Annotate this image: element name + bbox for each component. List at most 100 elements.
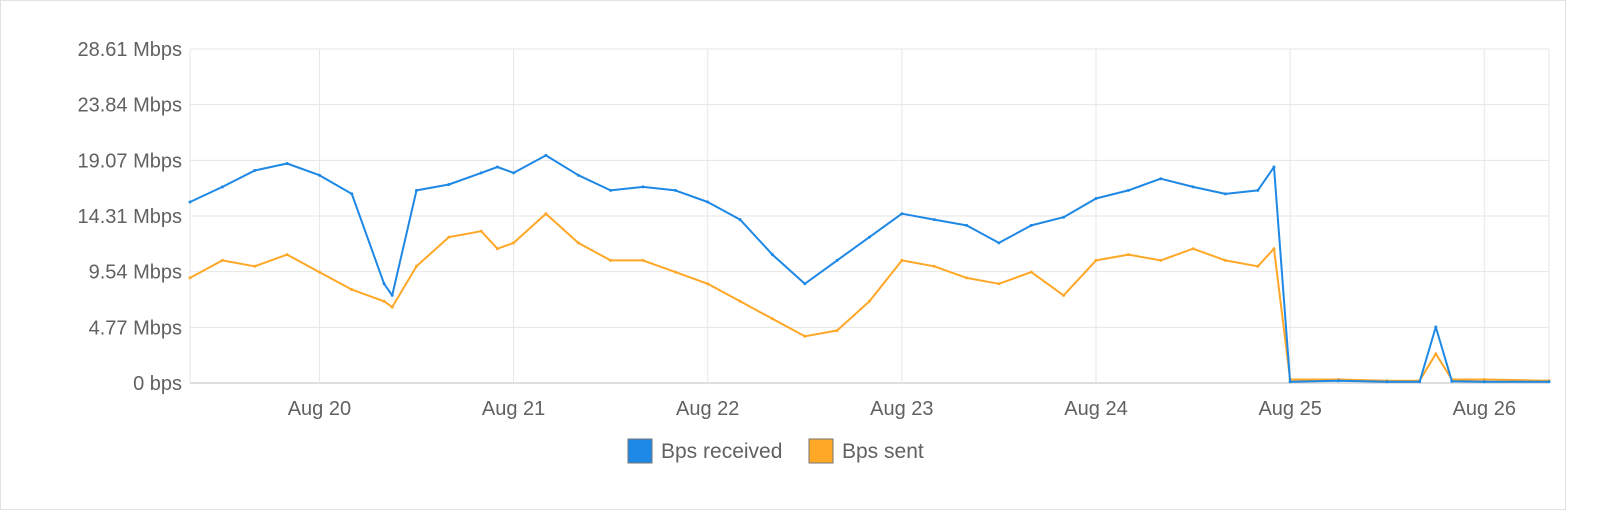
data-point xyxy=(770,253,774,257)
data-point xyxy=(512,171,516,175)
data-point xyxy=(706,282,710,286)
data-point xyxy=(188,200,192,204)
data-point xyxy=(544,153,548,157)
x-tick-label: Aug 26 xyxy=(1453,398,1516,420)
data-point xyxy=(1029,223,1033,227)
x-tick-label: Aug 20 xyxy=(288,398,351,420)
data-point xyxy=(350,288,354,292)
data-point xyxy=(868,299,871,303)
data-point xyxy=(1256,264,1260,268)
data-point xyxy=(1126,253,1130,257)
data-point xyxy=(390,305,394,309)
legend[interactable]: Bps received Bps sent xyxy=(627,438,924,464)
data-point xyxy=(188,276,192,280)
data-point xyxy=(1288,380,1292,384)
y-axis-labels: 0 bps 4.77 Mbps 9.54 Mbps 14.31 Mbps 19.07 M… xyxy=(77,39,182,395)
data-point xyxy=(1547,380,1551,384)
data-point xyxy=(447,183,451,186)
y-tick-label: 28.61 Mbps xyxy=(77,39,182,61)
plot-area xyxy=(188,153,1551,384)
data-point xyxy=(1126,188,1130,192)
data-point xyxy=(1450,379,1454,383)
data-point xyxy=(900,212,904,216)
data-point xyxy=(1191,185,1195,189)
data-point xyxy=(317,173,321,177)
data-point xyxy=(641,258,645,262)
data-point xyxy=(220,185,224,189)
x-tick-label: Aug 21 xyxy=(482,398,545,420)
data-point xyxy=(997,282,1001,286)
data-point xyxy=(965,223,969,227)
series-bps-received-line[interactable] xyxy=(189,154,1549,383)
data-point xyxy=(1094,258,1098,262)
legend-swatch xyxy=(627,438,653,464)
data-point xyxy=(1482,378,1486,381)
data-point xyxy=(512,241,516,245)
y-tick-label: 9.54 Mbps xyxy=(89,262,182,284)
data-point xyxy=(479,171,483,175)
data-point xyxy=(1029,270,1033,274)
data-point xyxy=(609,188,613,192)
data-point xyxy=(285,253,289,257)
legend-label: Bps received xyxy=(661,440,782,463)
data-point xyxy=(803,334,807,338)
data-point xyxy=(803,282,807,286)
y-tick-label: 14.31 Mbps xyxy=(77,206,182,228)
data-point xyxy=(317,270,321,274)
data-point xyxy=(495,165,499,169)
grid xyxy=(189,48,1550,384)
y-tick-label: 0 bps xyxy=(133,373,182,395)
data-point xyxy=(673,188,677,192)
legend-item[interactable]: Bps received xyxy=(627,438,782,464)
data-point xyxy=(479,229,483,233)
data-point xyxy=(1418,380,1422,384)
data-point xyxy=(447,235,451,239)
data-point xyxy=(1256,188,1260,192)
data-point xyxy=(495,247,499,251)
x-tick-label: Aug 24 xyxy=(1064,398,1127,420)
data-point xyxy=(390,293,394,297)
data-point xyxy=(382,299,386,303)
legend-item[interactable]: Bps sent xyxy=(808,438,924,464)
data-point xyxy=(932,264,936,268)
data-point xyxy=(285,162,289,165)
data-point xyxy=(1062,215,1066,219)
chart-panel: 0 bps 4.77 Mbps 9.54 Mbps 14.31 Mbps 19.07 M… xyxy=(0,0,1566,510)
data-point xyxy=(415,264,418,268)
data-point xyxy=(576,241,580,245)
data-point xyxy=(220,258,224,262)
data-point xyxy=(835,258,839,262)
series-bps-sent-line[interactable] xyxy=(189,212,1550,382)
y-tick-label: 4.77 Mbps xyxy=(89,317,182,339)
data-point xyxy=(706,200,710,204)
data-point xyxy=(1159,177,1163,181)
x-tick-label: Aug 25 xyxy=(1258,398,1321,420)
data-point xyxy=(868,235,871,239)
data-point xyxy=(900,258,904,262)
data-point xyxy=(641,185,645,189)
data-point xyxy=(997,241,1001,245)
data-point xyxy=(770,317,774,321)
data-point xyxy=(1223,258,1227,262)
data-point xyxy=(1385,380,1389,384)
data-point xyxy=(544,212,548,216)
x-tick-label: Aug 22 xyxy=(676,398,739,420)
data-point xyxy=(738,218,742,222)
data-point xyxy=(1434,352,1438,356)
data-point xyxy=(1159,258,1163,262)
data-point xyxy=(673,270,677,274)
y-tick-label: 19.07 Mbps xyxy=(77,150,182,172)
data-point xyxy=(835,329,839,332)
legend-label: Bps sent xyxy=(842,440,924,463)
data-point xyxy=(1223,192,1227,196)
data-point xyxy=(382,282,386,286)
data-point xyxy=(1191,247,1195,251)
data-point xyxy=(1094,197,1098,200)
data-point xyxy=(253,169,257,172)
data-point xyxy=(738,299,742,303)
data-point xyxy=(1337,379,1341,383)
data-point xyxy=(932,218,936,222)
data-point xyxy=(415,188,418,192)
data-point xyxy=(1272,247,1276,251)
data-point xyxy=(1482,380,1486,384)
